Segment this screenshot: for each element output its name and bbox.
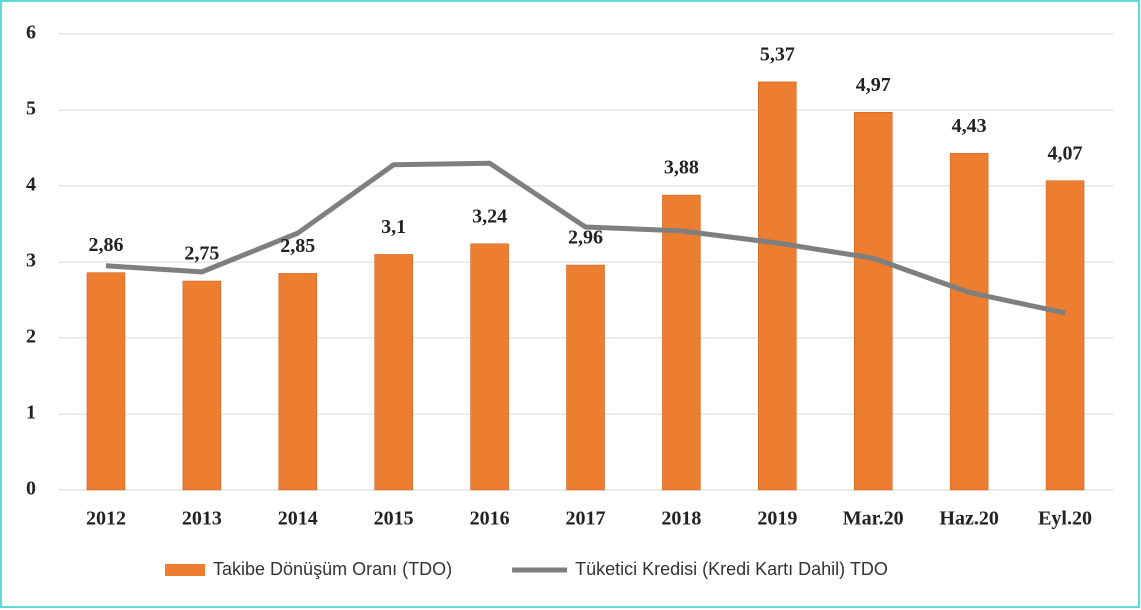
x-tick-label: 2014 [278, 508, 318, 530]
x-tick-label: 2016 [470, 508, 510, 530]
x-tick-label: 2017 [566, 508, 606, 530]
data-label: 4,97 [856, 74, 891, 96]
y-tick-label: 1 [26, 402, 36, 424]
bar [758, 81, 797, 491]
bar [86, 272, 126, 491]
data-label: 2,96 [568, 227, 603, 249]
x-tick-label: Mar.20 [843, 508, 904, 530]
x-tick-label: 2013 [182, 508, 222, 530]
bar [470, 243, 509, 491]
legend-swatch [165, 564, 205, 576]
bar [662, 194, 701, 491]
bar [1045, 180, 1085, 491]
legend-label: Takibe Dönüşüm Oranı (TDO) [213, 559, 452, 579]
y-tick-label: 6 [26, 22, 36, 44]
y-tick-label: 2 [26, 326, 36, 348]
data-label: 5,37 [760, 43, 795, 65]
bar [853, 112, 893, 491]
x-tick-label: 2012 [86, 508, 126, 530]
legend-label: Tüketici Kredisi (Kredi Kartı Dahil) TDO [575, 559, 888, 579]
bar [949, 153, 989, 491]
line [105, 160, 1066, 316]
bar [374, 254, 413, 491]
data-label: 2,75 [184, 243, 219, 265]
x-tick-label: 2018 [661, 508, 701, 530]
x-tick-label: Haz.20 [939, 508, 998, 530]
y-tick-label: 0 [26, 478, 36, 500]
data-label: 3,1 [381, 216, 406, 238]
x-tick-label: Eyl.20 [1038, 508, 1092, 530]
bar [182, 280, 222, 491]
data-label: 2,85 [280, 235, 315, 257]
data-label: 2,86 [88, 234, 123, 256]
y-tick-label: 4 [26, 174, 36, 196]
y-tick-label: 3 [26, 250, 36, 272]
data-label: 4,43 [952, 115, 987, 137]
data-label: 3,24 [472, 205, 507, 227]
data-label: 3,88 [664, 157, 699, 179]
bar [566, 264, 605, 491]
data-label: 4,07 [1048, 142, 1083, 164]
y-tick-label: 5 [26, 98, 36, 120]
x-tick-label: 2015 [374, 508, 414, 530]
bar [278, 273, 318, 491]
x-tick-label: 2019 [757, 508, 797, 530]
